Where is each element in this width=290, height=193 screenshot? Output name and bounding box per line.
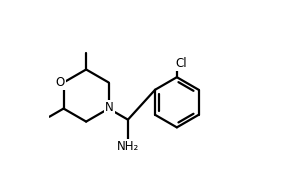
- Text: O: O: [55, 76, 65, 89]
- Text: NH₂: NH₂: [117, 140, 139, 153]
- Text: N: N: [105, 101, 114, 114]
- Text: Cl: Cl: [176, 57, 187, 70]
